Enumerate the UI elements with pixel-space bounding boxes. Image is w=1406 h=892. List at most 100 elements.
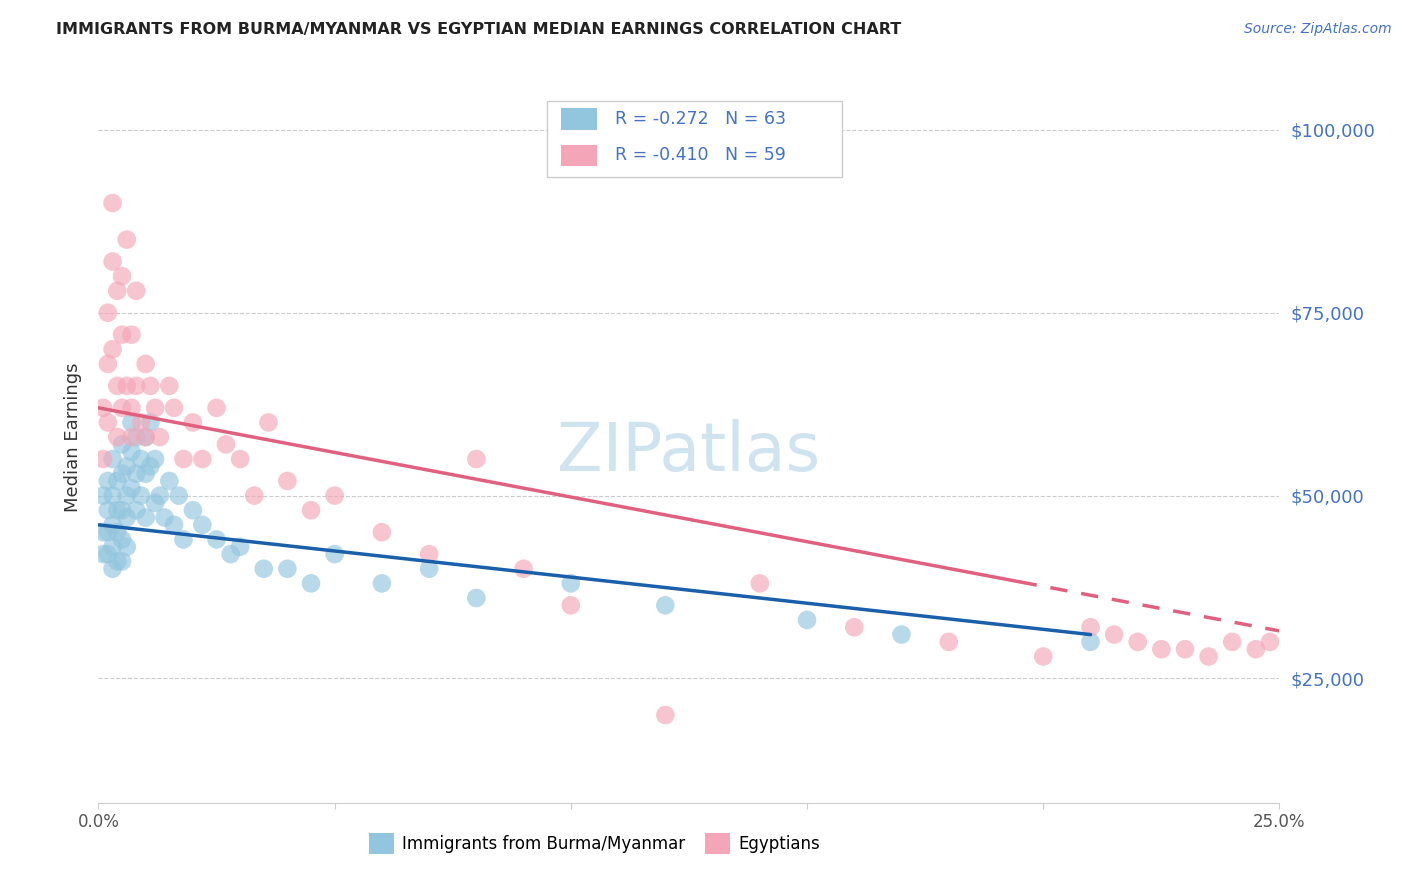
Point bbox=[1244, 642, 1267, 657]
Point bbox=[121, 327, 143, 342]
Point bbox=[181, 503, 204, 517]
Point bbox=[91, 547, 114, 561]
Point bbox=[121, 430, 143, 444]
Point bbox=[654, 708, 676, 723]
Point bbox=[129, 416, 152, 430]
Point bbox=[1174, 642, 1197, 657]
Point bbox=[1258, 635, 1281, 649]
Point bbox=[1102, 627, 1125, 641]
Point bbox=[465, 452, 488, 467]
Point bbox=[139, 459, 162, 474]
Legend: Immigrants from Burma/Myanmar, Egyptians: Immigrants from Burma/Myanmar, Egyptians bbox=[361, 827, 827, 860]
Point bbox=[111, 533, 134, 547]
Point bbox=[125, 379, 148, 393]
Point bbox=[97, 474, 120, 488]
Point bbox=[560, 576, 582, 591]
Point bbox=[125, 503, 148, 517]
Point bbox=[229, 452, 252, 467]
Point bbox=[101, 196, 124, 211]
Point bbox=[149, 430, 172, 444]
Point bbox=[91, 452, 114, 467]
FancyBboxPatch shape bbox=[561, 108, 596, 130]
Point bbox=[115, 540, 138, 554]
Point bbox=[101, 562, 124, 576]
Point bbox=[91, 401, 114, 415]
Point bbox=[97, 416, 120, 430]
Point bbox=[105, 284, 128, 298]
Text: Source: ZipAtlas.com: Source: ZipAtlas.com bbox=[1244, 22, 1392, 37]
Point bbox=[253, 562, 276, 576]
Point bbox=[1198, 649, 1220, 664]
Point bbox=[121, 401, 143, 415]
Point bbox=[97, 547, 120, 561]
Point bbox=[205, 533, 228, 547]
Point bbox=[111, 437, 134, 451]
Point bbox=[149, 489, 172, 503]
Point bbox=[125, 284, 148, 298]
Point bbox=[276, 474, 298, 488]
Point bbox=[129, 452, 152, 467]
Point bbox=[101, 540, 124, 554]
Point bbox=[125, 467, 148, 481]
Point bbox=[276, 562, 298, 576]
Point bbox=[105, 503, 128, 517]
Point bbox=[1220, 635, 1243, 649]
Point bbox=[323, 489, 346, 503]
Point bbox=[191, 517, 214, 532]
Point bbox=[101, 452, 124, 467]
Point bbox=[844, 620, 866, 634]
Point bbox=[890, 627, 912, 641]
Point bbox=[115, 379, 138, 393]
Point bbox=[105, 474, 128, 488]
Point bbox=[938, 635, 960, 649]
Point bbox=[111, 554, 134, 568]
Point bbox=[125, 430, 148, 444]
Point bbox=[97, 306, 120, 320]
Point bbox=[111, 269, 134, 284]
Point bbox=[115, 510, 138, 524]
Point bbox=[215, 437, 238, 451]
Point bbox=[299, 576, 322, 591]
Point bbox=[163, 517, 186, 532]
Point bbox=[219, 547, 242, 561]
Point bbox=[172, 452, 194, 467]
Text: R = -0.272   N = 63: R = -0.272 N = 63 bbox=[614, 110, 786, 128]
Point bbox=[143, 452, 166, 467]
Point bbox=[111, 467, 134, 481]
Point bbox=[167, 489, 190, 503]
Point bbox=[111, 327, 134, 342]
Point bbox=[157, 474, 180, 488]
Point bbox=[1150, 642, 1173, 657]
Point bbox=[105, 379, 128, 393]
Point bbox=[371, 576, 394, 591]
Point bbox=[143, 496, 166, 510]
Point bbox=[299, 503, 322, 517]
Point bbox=[191, 452, 214, 467]
Point bbox=[205, 401, 228, 415]
Point bbox=[748, 576, 770, 591]
Point bbox=[418, 562, 440, 576]
Point bbox=[1126, 635, 1149, 649]
Text: ZIPatlas: ZIPatlas bbox=[557, 418, 821, 484]
Text: IMMIGRANTS FROM BURMA/MYANMAR VS EGYPTIAN MEDIAN EARNINGS CORRELATION CHART: IMMIGRANTS FROM BURMA/MYANMAR VS EGYPTIA… bbox=[56, 22, 901, 37]
Point bbox=[181, 416, 204, 430]
Point bbox=[121, 444, 143, 458]
Point bbox=[153, 510, 176, 524]
Point bbox=[1080, 635, 1102, 649]
Point bbox=[172, 533, 194, 547]
Point bbox=[229, 540, 252, 554]
Point bbox=[101, 489, 124, 503]
Point bbox=[135, 467, 157, 481]
Point bbox=[1080, 620, 1102, 634]
Point bbox=[323, 547, 346, 561]
Point bbox=[91, 525, 114, 540]
Text: R = -0.410   N = 59: R = -0.410 N = 59 bbox=[614, 146, 786, 164]
Point bbox=[115, 233, 138, 247]
Point bbox=[157, 379, 180, 393]
Point bbox=[143, 401, 166, 415]
Point bbox=[101, 343, 124, 357]
Point bbox=[111, 401, 134, 415]
Point bbox=[91, 489, 114, 503]
Point bbox=[796, 613, 818, 627]
Point bbox=[115, 489, 138, 503]
